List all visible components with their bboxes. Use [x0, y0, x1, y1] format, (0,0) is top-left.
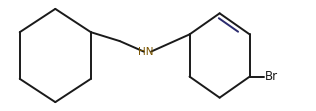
Text: HN: HN: [137, 47, 153, 57]
Text: Br: Br: [265, 70, 278, 83]
